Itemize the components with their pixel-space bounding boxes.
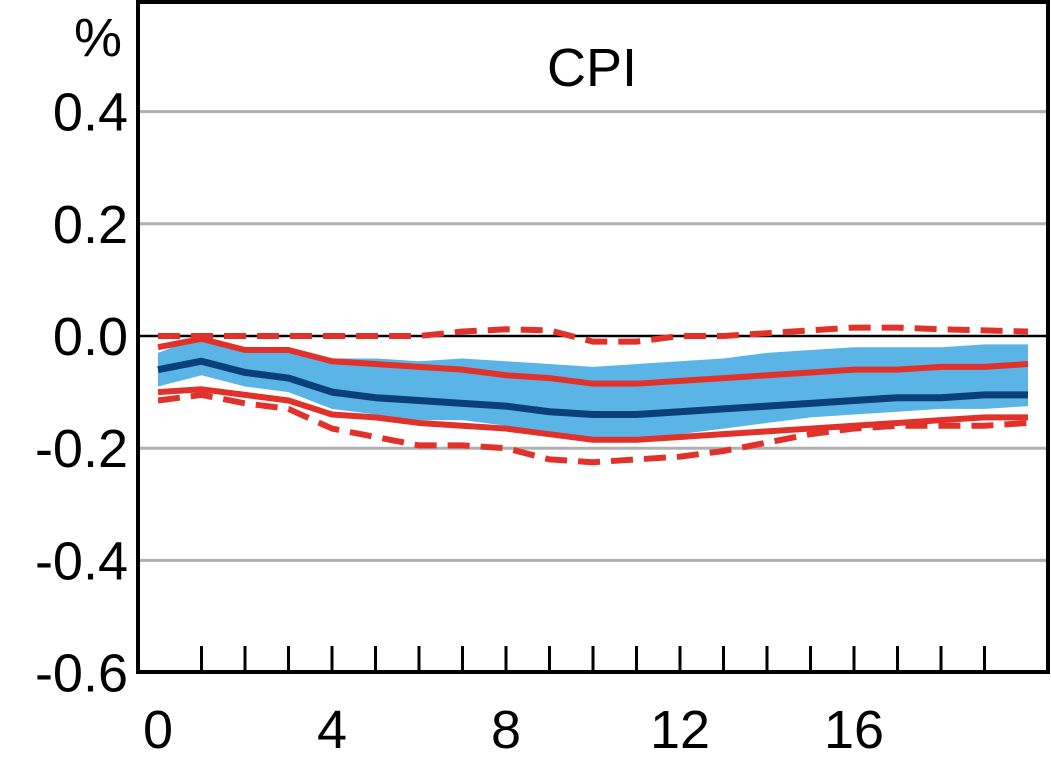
gridlines	[138, 110, 1048, 562]
series-line-upper-dashed	[158, 324, 1029, 345]
y-tick-label: -0.4	[35, 531, 128, 591]
chart-title: CPI	[547, 38, 637, 98]
series-line-upper-solid	[157, 335, 1029, 387]
x-tick-label: 0	[143, 700, 173, 760]
series-line-lower-dashed	[157, 391, 1029, 466]
x-tick-label: 8	[491, 700, 521, 760]
y-tick-label: -0.2	[35, 419, 128, 479]
y-tick-label: 0.4	[53, 83, 128, 143]
y-tick-label: 0.0	[53, 307, 128, 367]
axes: 0.4 0.2 0.0 -0.2 -0.4 -0.60 4 8 12 16	[35, 0, 1050, 760]
y-axis-unit-label: %	[74, 8, 122, 68]
x-tick-label: 12	[650, 700, 710, 760]
y-tick-label: 0.2	[53, 195, 128, 255]
series-lines	[157, 324, 1029, 466]
series-line-median	[157, 357, 1028, 419]
x-tick-label: 4	[317, 700, 347, 760]
y-tick-label: -0.6	[35, 644, 128, 704]
x-tick-label: 16	[824, 700, 884, 760]
